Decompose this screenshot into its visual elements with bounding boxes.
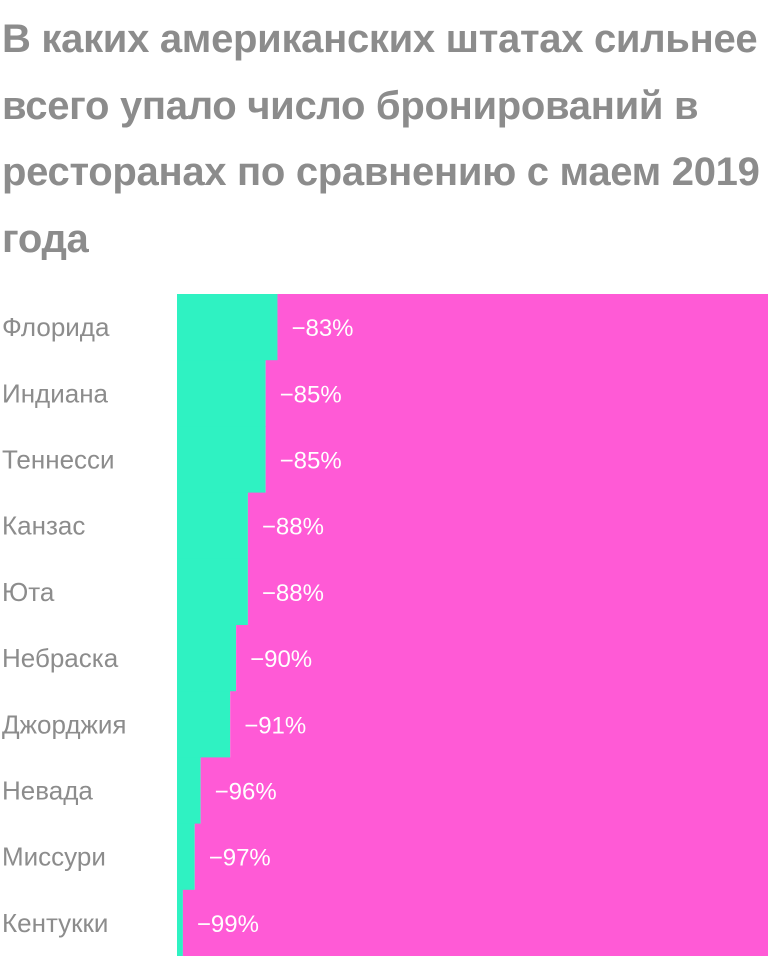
value-label: −88% xyxy=(262,514,324,541)
category-label: Небраска xyxy=(2,643,119,673)
decline-bar xyxy=(230,691,768,758)
remaining-bar xyxy=(177,691,231,758)
value-label: −99% xyxy=(197,911,259,938)
decline-bar xyxy=(265,426,768,494)
decline-bar xyxy=(247,492,768,560)
decline-bar xyxy=(277,294,768,361)
remaining-bar xyxy=(177,360,266,427)
value-label: −88% xyxy=(262,580,324,607)
value-label: −91% xyxy=(244,712,306,739)
value-label: −96% xyxy=(215,779,277,806)
decline-bar xyxy=(200,757,768,825)
category-label: Теннесси xyxy=(2,445,115,475)
category-label: Юта xyxy=(2,577,55,607)
remaining-bar xyxy=(177,823,195,891)
category-label: Индиана xyxy=(2,378,109,408)
chart-title: В каких американских штатах сильнее всег… xyxy=(2,17,760,261)
category-labels-group: Флорида Индиана Теннесси Канзас Юта Небраска Д… xyxy=(2,312,127,938)
remaining-bar xyxy=(177,294,278,361)
remaining-bar xyxy=(177,889,183,956)
decline-bar xyxy=(194,823,768,891)
remaining-bar xyxy=(177,426,266,494)
decline-bar xyxy=(236,625,768,692)
value-label: −90% xyxy=(250,646,312,673)
decline-bar xyxy=(247,558,768,626)
category-label: Канзас xyxy=(2,511,85,541)
value-label: −97% xyxy=(209,845,271,872)
value-label: −83% xyxy=(291,315,353,342)
value-label: −85% xyxy=(280,448,342,475)
category-label: Невада xyxy=(2,776,93,806)
remaining-bar xyxy=(177,757,201,825)
decline-bar xyxy=(182,889,768,956)
category-label: Флорида xyxy=(2,312,110,342)
remaining-bar xyxy=(177,492,248,560)
remaining-bar xyxy=(177,558,248,626)
value-label: −85% xyxy=(280,381,342,408)
category-label: Джорджия xyxy=(2,709,127,739)
decline-bar xyxy=(265,360,768,427)
value-labels-group: −83% −85% −85% −88% −88% −90% −91% −96% −97% −99% xyxy=(197,315,354,938)
category-label: Миссури xyxy=(2,842,106,872)
remaining-bar xyxy=(177,625,237,692)
category-label: Кентукки xyxy=(2,908,108,938)
bars-group xyxy=(177,294,768,956)
